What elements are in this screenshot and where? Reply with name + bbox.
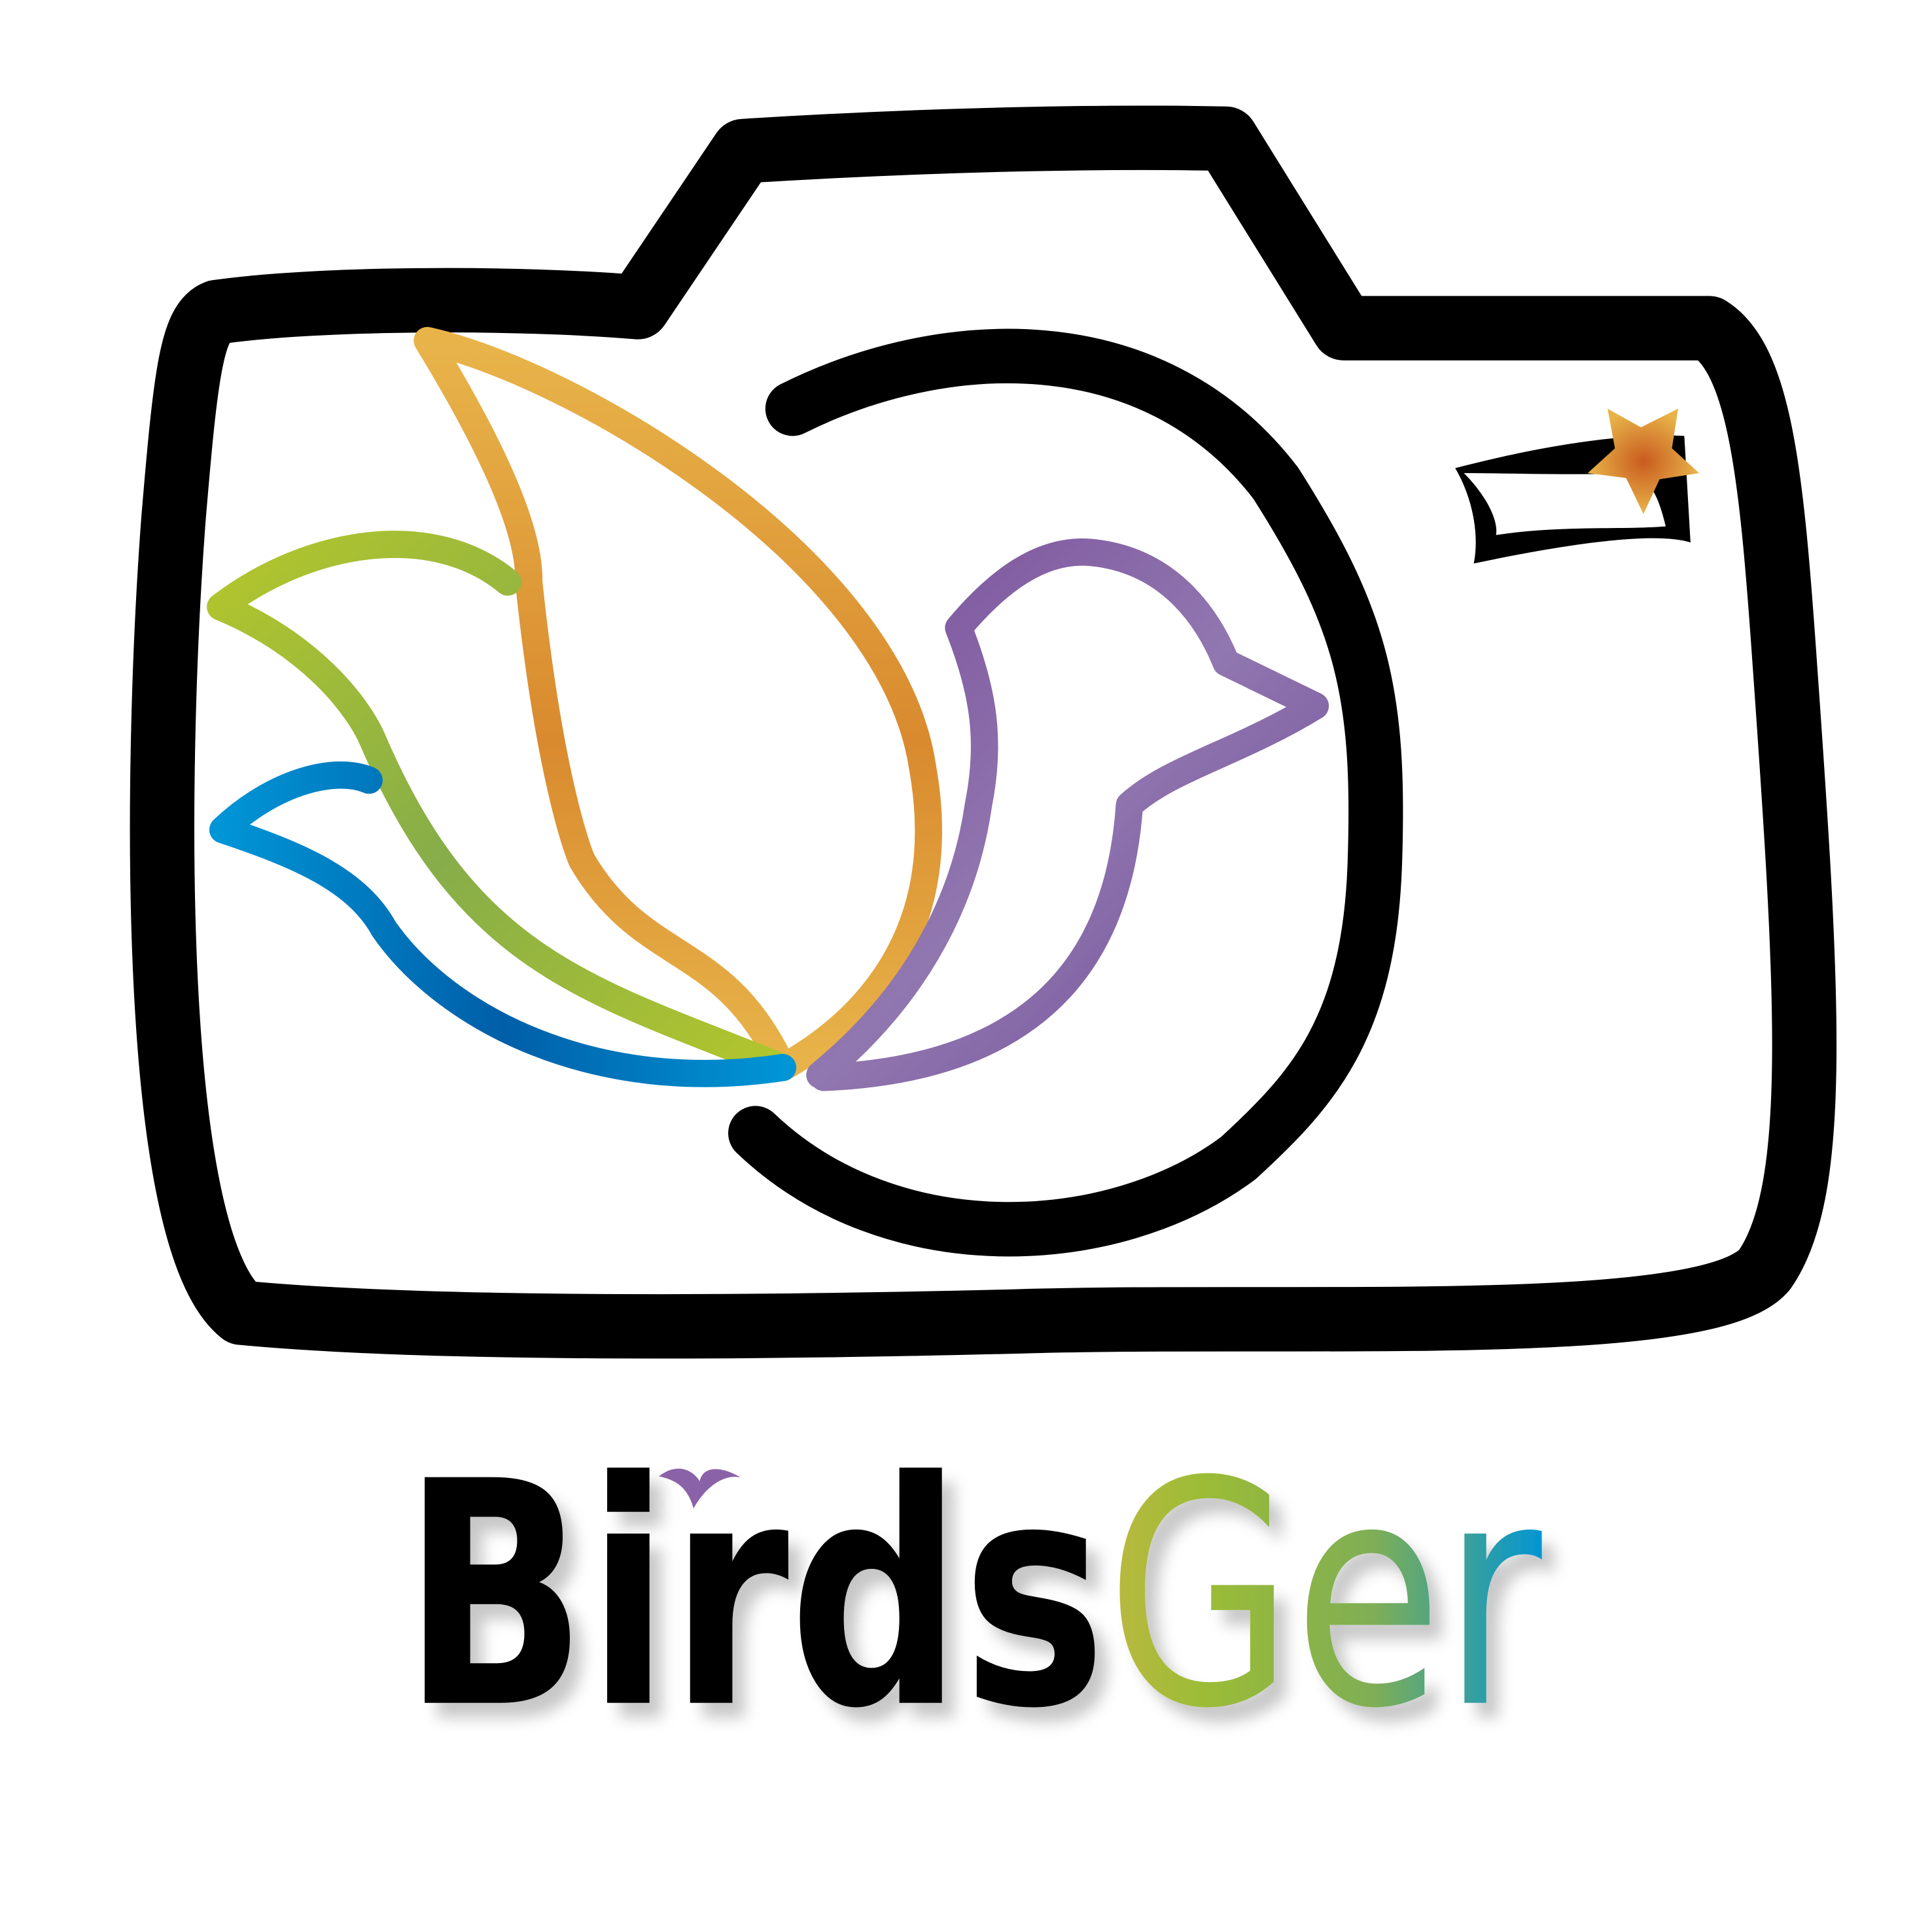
wordmark-dark: Birds: [402, 1416, 1106, 1776]
bird-emblem: [207, 326, 1329, 1091]
wordmark-colored: Ger: [1106, 1416, 1545, 1776]
gold-feather: [413, 326, 942, 1081]
lens: [728, 328, 1403, 1257]
star: [1587, 408, 1700, 514]
purple-bird: [806, 538, 1329, 1091]
green-feather: [207, 531, 797, 1081]
blue-feather: [209, 761, 797, 1087]
i-dot-bird: [659, 1468, 741, 1509]
camera-outline: [130, 105, 1837, 1359]
wordmark: BirdsGer: [402, 1416, 1544, 1776]
